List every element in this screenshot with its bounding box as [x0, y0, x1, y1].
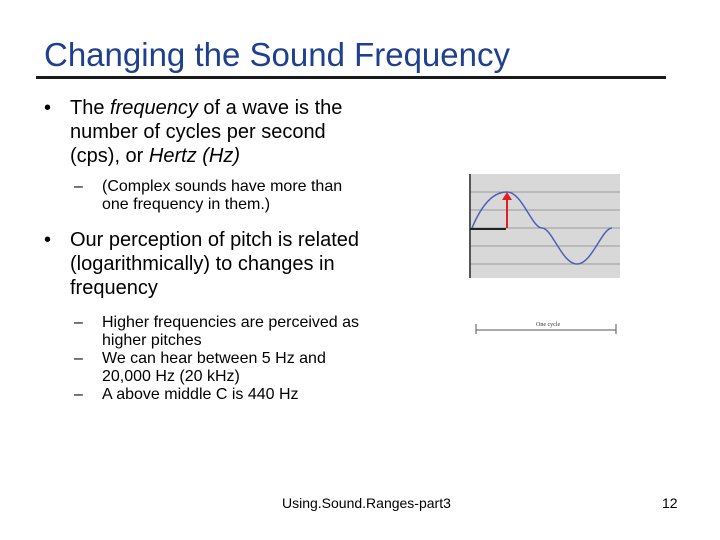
sine-wave-figure: One cycle — [469, 174, 620, 334]
page-number: 12 — [662, 495, 678, 511]
waveform-panel — [470, 174, 620, 278]
cycle-panel — [472, 280, 620, 334]
dash-icon: – — [74, 314, 83, 331]
dash-icon: – — [74, 178, 83, 195]
bullet-text-part: The — [70, 97, 111, 119]
bullet-dot-icon: • — [44, 229, 52, 251]
sine-wave — [471, 191, 613, 265]
bullet-text-part: of a wave is the number of cycles per se… — [70, 97, 343, 167]
bullet-pitch-perception: • Our perception of pitch is related (log… — [44, 228, 364, 300]
sub-bullet-text: Higher frequencies are perceived as high… — [102, 314, 360, 349]
sub-bullet-higher-frequencies: – Higher frequencies are perceived as hig… — [44, 314, 364, 350]
bullet-dot-icon: • — [44, 97, 52, 119]
bullet-frequency-definition: • The frequency of a wave is the number o… — [44, 96, 364, 168]
sub-bullet-a440: – A above middle C is 440 Hz — [44, 386, 364, 404]
term-frequency: frequency — [110, 97, 198, 119]
sub-bullet-text: (Complex sounds have more than one frequ… — [102, 178, 343, 213]
dash-icon: – — [74, 386, 83, 403]
dash-icon: – — [74, 350, 83, 367]
slide-title: Changing the Sound Frequency — [44, 36, 510, 73]
sub-bullet-hearing-range: – We can hear between 5 Hz and 20,000 Hz … — [44, 350, 364, 386]
waveform-gridlines — [470, 191, 620, 265]
term-hertz: Hertz (Hz) — [148, 145, 241, 167]
bullet-text: Our perception of pitch is related (loga… — [70, 229, 360, 299]
sub-bullet-text: We can hear between 5 Hz and 20,000 Hz (… — [102, 350, 326, 385]
sub-bullet-text: A above middle C is 440 Hz — [102, 386, 299, 403]
amplitude-arrowhead — [502, 192, 512, 200]
sub-bullet-complex-sounds: – (Complex sounds have more than one freq… — [44, 178, 364, 214]
footer-title: Using.Sound.Ranges-part3 — [282, 495, 451, 511]
title-underline — [36, 76, 666, 79]
slide-content: • The frequency of a wave is the number o… — [44, 96, 364, 404]
cycle-label: One cycle — [536, 322, 560, 328]
